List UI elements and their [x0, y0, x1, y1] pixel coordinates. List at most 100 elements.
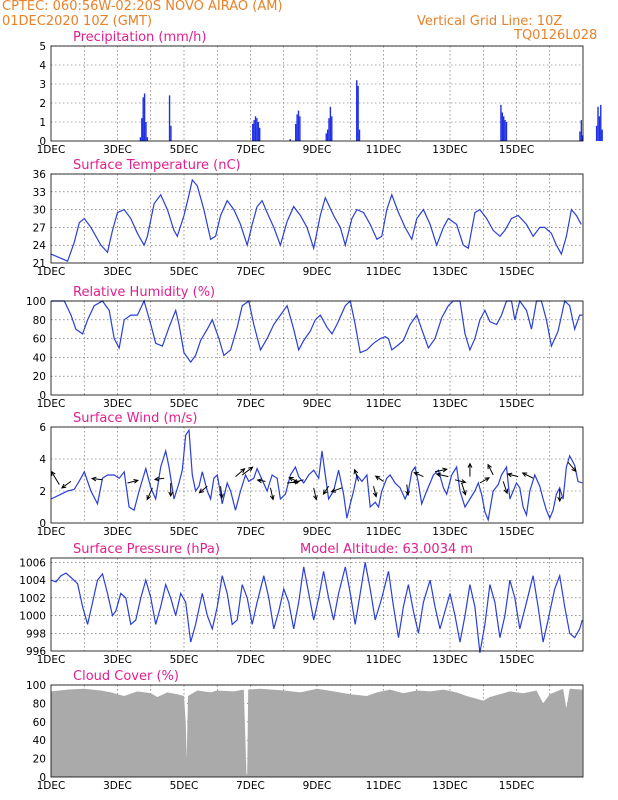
wind-vector-head — [442, 467, 448, 473]
wind-vector-arrow — [90, 476, 103, 482]
wind-vector-arrow — [219, 486, 224, 500]
wind-ytick-label: 6 — [39, 422, 46, 434]
humidity-xtick-label: 7DEC — [236, 398, 265, 410]
humidity-xtick-label: 13DEC — [432, 398, 467, 410]
wind-vector-arrow — [241, 466, 254, 476]
cloud-cover-xtick-label: 15DEC — [499, 780, 534, 792]
precipitation-bar — [601, 129, 603, 141]
wind-vector-head — [288, 476, 294, 482]
wind-vector-arrow — [479, 477, 491, 484]
wind-vector-head — [413, 471, 419, 477]
precipitation-ytick-label: 0 — [39, 136, 46, 148]
wind-vector-head — [330, 488, 337, 493]
temperature-panel: 21 24 27 30 33 36 1DEC 3DEC 5DEC 7DEC 9DEC 11DEC 13D… — [33, 158, 584, 278]
wind-vector-arrow — [487, 463, 494, 476]
temperature-series-line — [50, 178, 582, 263]
wind-vector-arrow — [256, 478, 266, 484]
wind-vector-shaft — [461, 482, 467, 495]
wind-ytick-label: 2 — [39, 486, 46, 498]
wind-vector-arrow — [60, 480, 72, 489]
cloud-cover-ytick-label: 0 — [39, 772, 46, 784]
wind-xtick-label: 11DEC — [366, 526, 401, 538]
wind-xtick-label: 15DEC — [499, 526, 534, 538]
temperature-ytick-label: 27 — [33, 222, 46, 234]
pressure-frame — [50, 557, 584, 652]
wind-vector-shaft — [406, 484, 409, 496]
wind-vector-shaft — [146, 487, 153, 500]
wind-vector-head — [313, 495, 318, 501]
wind-vector-arrow — [146, 487, 153, 501]
wind-xtick-label: 9DEC — [303, 526, 332, 538]
precipitation-bar — [328, 118, 330, 141]
precipitation-bar — [356, 80, 358, 141]
humidity-xtick-label: 5DEC — [170, 398, 199, 410]
precipitation-bar — [141, 118, 143, 141]
wind-vector-arrow — [353, 468, 360, 482]
wind-vector-shaft — [487, 464, 494, 476]
precipitation-bar — [600, 104, 602, 141]
pressure-ytick-label: 1000 — [19, 611, 46, 623]
precipitation-panel: 0 1 2 3 4 5 1DEC 3DEC 5DEC 7DEC 9DEC 11DEC 13DEC 15DE… — [37, 30, 603, 156]
humidity-ytick-label: 0 — [39, 390, 46, 402]
pressure-title: Surface Pressure (hPa) — [73, 542, 220, 557]
cloud-cover-ytick-label: 20 — [33, 754, 46, 766]
wind-vector-head — [146, 494, 151, 501]
wind-vector-head — [240, 468, 246, 474]
wind-vector-head — [506, 472, 513, 478]
wind-ytick-label: 4 — [39, 454, 46, 466]
temperature-xtick-label: 3DEC — [103, 266, 132, 278]
header-grid-info: Vertical Grid Line: 10Z — [417, 14, 563, 29]
wind-vector-shaft — [269, 487, 274, 500]
wind-vector-arrow — [153, 476, 165, 482]
wind-series-line — [50, 428, 583, 522]
wind-vector-head — [133, 478, 139, 484]
wind-vector-head — [198, 488, 204, 494]
precipitation-bar — [595, 125, 598, 141]
temperature-xtick-label: 11DEC — [366, 266, 401, 278]
wind-vector-head — [435, 472, 442, 478]
precipitation-bar — [329, 106, 332, 141]
wind-vector-arrow — [454, 479, 467, 484]
wind-xtick-label: 13DEC — [432, 526, 467, 538]
pressure-panel: 996 998 1000 1002 1004 1006 1DEC 3DEC 5DEC 7DEC 9D… — [19, 542, 584, 666]
wind-vector-arrow — [461, 482, 467, 496]
wind-vector-shaft — [567, 461, 577, 472]
wind-vector-shaft — [454, 479, 466, 483]
humidity-frame — [50, 300, 584, 396]
wind-vector-arrow — [127, 478, 139, 484]
precipitation-ytick-label: 1 — [39, 117, 46, 129]
humidity-ytick-label: 60 — [33, 334, 46, 346]
wind-vector-head — [374, 475, 381, 481]
humidity-xtick-label: 11DEC — [366, 398, 401, 410]
wind-vector-shaft — [331, 487, 343, 493]
cloud-cover-ytick-label: 80 — [33, 698, 46, 710]
wind-vector-shaft — [220, 486, 223, 498]
precipitation-bar — [146, 137, 149, 141]
wind-vector-arrow — [434, 467, 448, 473]
pressure-xtick-label: 13DEC — [432, 654, 467, 666]
pressure-xtick-label: 7DEC — [236, 654, 265, 666]
wind-vector-arrow — [269, 487, 275, 501]
precipitation-bar — [503, 116, 505, 141]
precipitation-xtick-label: 1DEC — [37, 144, 66, 156]
precipitation-bar — [289, 139, 291, 141]
wind-vector-head — [372, 492, 378, 498]
wind-vector-head — [460, 479, 467, 484]
precipitation-bar — [143, 93, 146, 141]
wind-vector-head — [50, 470, 56, 477]
cloud-cover-frame — [50, 684, 584, 778]
humidity-xtick-label: 1DEC — [37, 398, 66, 410]
precipitation-bar — [358, 129, 361, 141]
wind-vector-head — [219, 493, 224, 500]
wind-vector-shaft — [373, 486, 377, 497]
cloud-cover-xtick-label: 11DEC — [366, 780, 401, 792]
wind-vector-head — [248, 466, 254, 472]
precipitation-bar — [500, 104, 502, 141]
wind-vector-shaft — [127, 479, 138, 484]
cloud-cover-xtick-label: 13DEC — [432, 780, 467, 792]
cloud-cover-xtick-label: 7DEC — [236, 780, 265, 792]
precipitation-bar — [357, 85, 359, 141]
wind-vector-shaft — [154, 477, 165, 480]
precipitation-xtick-label: 7DEC — [236, 144, 265, 156]
wind-vector-arrow — [372, 486, 378, 498]
